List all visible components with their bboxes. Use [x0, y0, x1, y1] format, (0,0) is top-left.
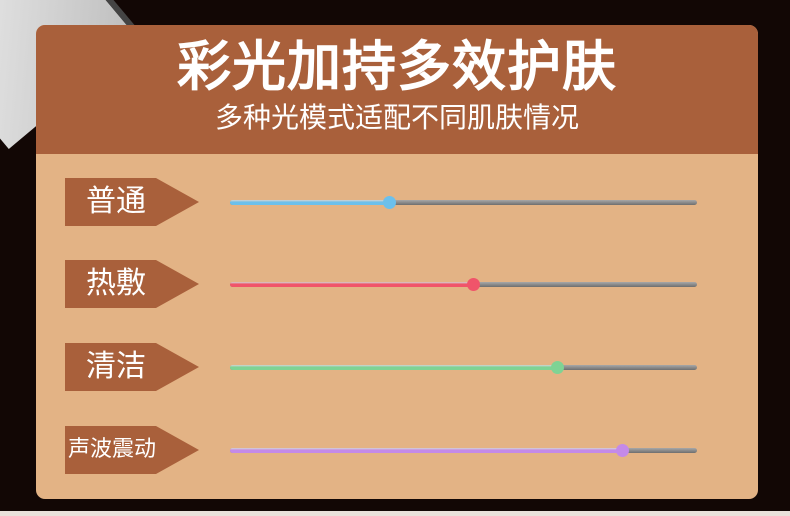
slider-thumb[interactable] — [550, 361, 564, 374]
mode-row: 清洁 — [36, 343, 758, 391]
slider-fill — [230, 282, 473, 287]
slider-fill — [230, 200, 389, 205]
slider-thumb[interactable] — [616, 444, 630, 457]
mode-slider[interactable] — [230, 444, 697, 457]
slider-fill — [230, 365, 557, 370]
bottom-strip — [0, 511, 790, 516]
mode-slider[interactable] — [230, 278, 697, 291]
mode-row: 热敷 — [36, 260, 758, 308]
page-subtitle: 多种光模式适配不同肌肤情况 — [214, 101, 579, 134]
mode-slider[interactable] — [230, 196, 697, 209]
card-header: 彩光加持多效护肤 多种光模式适配不同肌肤情况 — [36, 25, 758, 154]
mode-label: 声波震动 — [65, 426, 199, 474]
slider-thumb[interactable] — [382, 196, 396, 209]
mode-row: 普通 — [36, 178, 758, 226]
slider-thumb[interactable] — [466, 278, 480, 291]
mode-label: 热敷 — [65, 260, 199, 308]
mode-slider[interactable] — [230, 361, 697, 374]
page-title: 彩光加持多效护肤 — [177, 34, 617, 98]
slider-fill — [230, 448, 623, 453]
mode-row: 声波震动 — [36, 426, 758, 474]
mode-label: 清洁 — [65, 343, 199, 391]
mode-label: 普通 — [65, 178, 199, 226]
feature-card: 彩光加持多效护肤 多种光模式适配不同肌肤情况 普通 热敷 清洁 声波震动 — [36, 25, 758, 499]
